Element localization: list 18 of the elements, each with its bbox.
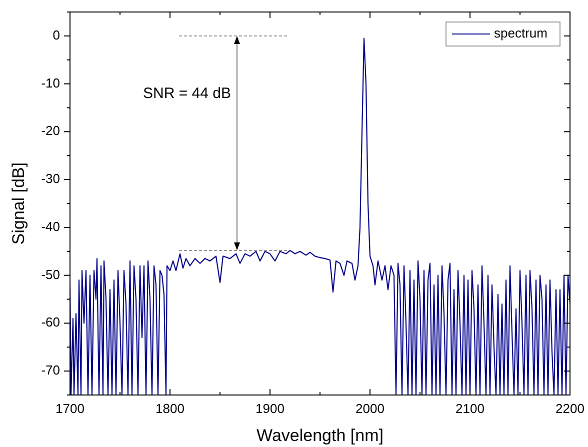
- y-tick-label: -60: [41, 314, 60, 330]
- x-tick-label: 2200: [556, 401, 584, 416]
- y-tick-label: 0: [52, 27, 60, 42]
- legend-label: spectrum: [494, 25, 548, 40]
- x-tick-label: 1800: [156, 401, 184, 416]
- y-tick-label: -30: [41, 171, 60, 186]
- y-tick-label: -50: [41, 266, 60, 282]
- y-tick-label: -70: [41, 362, 60, 378]
- y-tick-label: -10: [41, 75, 60, 90]
- x-axis-title: Wavelength [nm]: [256, 426, 384, 445]
- x-tick-label: 1700: [56, 401, 84, 416]
- annotation: SNR = 44 dB: [143, 84, 231, 102]
- y-axis-title: Signal [dB]: [9, 162, 28, 245]
- x-tick-label: 2100: [456, 401, 484, 416]
- x-tick-label: 2000: [356, 401, 384, 416]
- y-tick-label: -40: [41, 218, 60, 234]
- x-tick-label: 1900: [256, 401, 284, 416]
- y-tick-label: -20: [41, 123, 60, 138]
